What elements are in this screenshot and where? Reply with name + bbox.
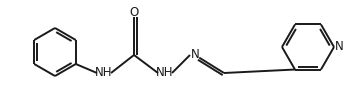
Text: NH: NH [156, 66, 174, 79]
Text: O: O [129, 6, 139, 19]
Text: N: N [191, 48, 199, 61]
Text: N: N [335, 40, 344, 53]
Text: NH: NH [95, 66, 113, 79]
